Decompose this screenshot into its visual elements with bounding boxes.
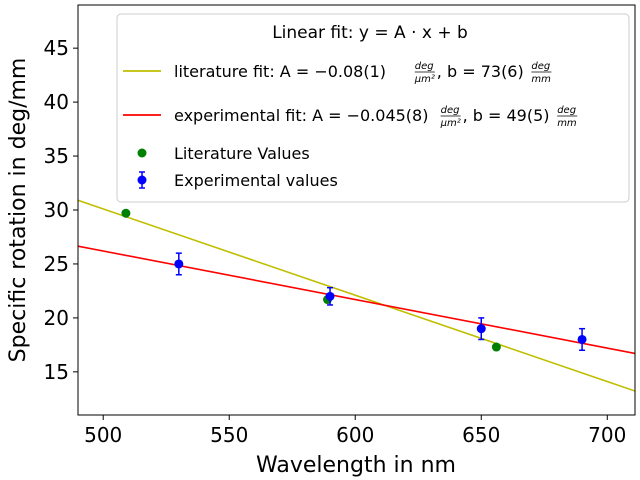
fraction-denominator: mm — [531, 74, 551, 85]
y-tick-label: 15 — [44, 360, 69, 384]
fraction-denominator: μm² — [414, 74, 435, 85]
legend-experimental-dot — [137, 175, 147, 185]
legend-box — [116, 13, 630, 203]
fraction-numerator: deg — [557, 105, 576, 116]
experimental-point — [325, 286, 335, 306]
unit-fraction: deg mm — [557, 105, 578, 129]
legend-experimental-marker — [137, 171, 147, 189]
y-tick-label: 35 — [44, 144, 69, 168]
x-tick-label: 650 — [462, 423, 500, 447]
y-tick-label: 25 — [44, 252, 69, 276]
fit-line — [78, 199, 635, 392]
fraction-denominator: μm² — [440, 118, 461, 129]
x-axis-label: Wavelength in nm — [256, 453, 456, 478]
fraction-numerator: deg — [441, 105, 460, 116]
experimental-point — [174, 252, 184, 276]
literature-point — [491, 342, 501, 352]
legend-title: Linear fit: y = A · x + b — [272, 23, 468, 43]
experimental-point — [577, 327, 587, 352]
fit-lines — [78, 199, 635, 392]
legend-label-prefix: literature fit: A = −0.08(1) — [174, 62, 386, 81]
y-tick-label: 45 — [44, 36, 69, 60]
legend-literature-marker — [137, 148, 147, 158]
x-tick-label: 500 — [84, 423, 122, 447]
y-tick-label: 20 — [44, 306, 69, 330]
x-tick-label: 550 — [210, 423, 248, 447]
x-tick-label: 700 — [588, 423, 626, 447]
y-axis-ticks: 15 20 25 30 35 40 45 — [44, 36, 78, 384]
fraction-denominator: mm — [557, 118, 577, 129]
legend-label-b: , b = 73(6) — [437, 62, 524, 81]
legend-literature-label: Literature Values — [174, 144, 310, 163]
unit-fraction: deg mm — [531, 61, 552, 85]
legend: Linear fit: y = A · x + b literature fit… — [116, 13, 630, 203]
unit-fraction: deg μm² — [414, 61, 435, 85]
y-tick-label: 30 — [44, 198, 69, 222]
experimental-marker — [476, 324, 486, 334]
fraction-numerator: deg — [531, 61, 550, 72]
legend-label-b: , b = 49(5) — [463, 106, 550, 125]
unit-fraction: deg μm² — [440, 105, 461, 129]
x-tick-label: 600 — [336, 423, 374, 447]
experimental-marker — [325, 291, 335, 301]
experimental-marker — [174, 259, 184, 269]
legend-experimental-label: Experimental values — [174, 171, 338, 190]
y-tick-label: 40 — [44, 90, 69, 114]
experimental-point — [476, 317, 486, 341]
fit-line — [78, 245, 635, 355]
x-axis-ticks: 500 550 600 650 700 — [84, 415, 626, 447]
legend-label-prefix: experimental fit: A = −0.045(8) — [174, 106, 428, 125]
literature-point — [121, 208, 131, 218]
data-points — [121, 208, 587, 352]
fraction-numerator: deg — [415, 61, 434, 72]
experimental-marker — [577, 334, 587, 344]
y-axis-label: Specific rotation in deg/mm — [6, 58, 31, 363]
